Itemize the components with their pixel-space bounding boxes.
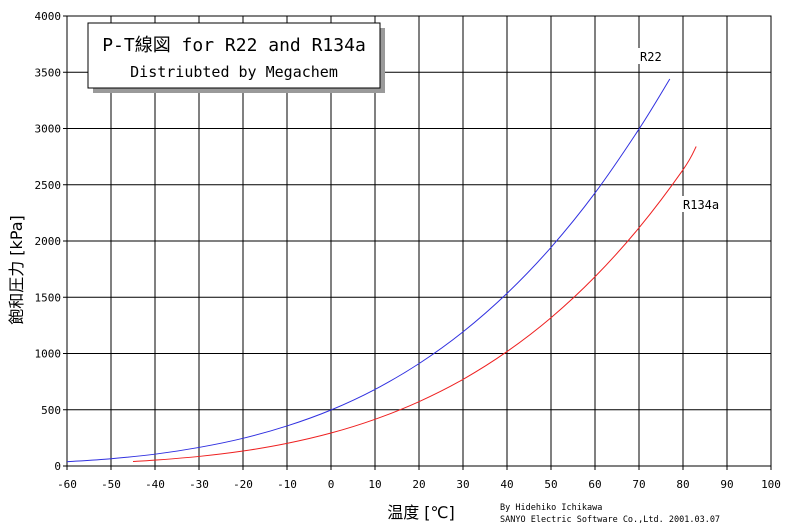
series-line-r22 bbox=[66, 78, 671, 463]
x-tick-label: 10 bbox=[368, 478, 381, 491]
x-tick-label: 90 bbox=[720, 478, 733, 491]
x-tick-label: 0 bbox=[328, 478, 335, 491]
series-layer bbox=[66, 78, 697, 463]
series-label-r22: R22 bbox=[640, 50, 662, 64]
y-tick-label: 0 bbox=[54, 460, 61, 473]
y-tick-label: 500 bbox=[41, 404, 61, 417]
credit-author: By Hidehiko Ichikawa bbox=[500, 503, 602, 513]
y-tick-label: 3500 bbox=[35, 66, 62, 79]
plot-frame bbox=[66, 15, 772, 467]
y-tick-label: 4000 bbox=[35, 10, 62, 23]
chart-subtitle: Distriubted by Megachem bbox=[130, 63, 338, 81]
x-tick-label: -50 bbox=[101, 478, 121, 491]
x-tick-label: 80 bbox=[676, 478, 689, 491]
series-label-r134a: R134a bbox=[683, 198, 719, 212]
title-box: P-T線図 for R22 and R134a Distriubted by M… bbox=[87, 22, 385, 93]
series-line-r134a bbox=[132, 146, 697, 462]
y-tick-label: 3000 bbox=[35, 123, 62, 136]
credit-company: SANYO Electric Software Co.,Ltd. 2001.03… bbox=[500, 515, 720, 525]
x-tick-label: 50 bbox=[544, 478, 557, 491]
x-tick-label: -20 bbox=[233, 478, 253, 491]
y-tick-label: 1500 bbox=[35, 291, 62, 304]
x-tick-labels: -60 -50 -40 -30 -20 -10 0 10 20 30 40 50 60 70 80 90 100 bbox=[57, 478, 781, 491]
chart-title: P-T線図 for R22 and R134a bbox=[102, 35, 366, 56]
x-tick-label: -30 bbox=[189, 478, 209, 491]
x-tick-label: -10 bbox=[277, 478, 297, 491]
x-tick-label: -60 bbox=[57, 478, 77, 491]
x-tick-label: 30 bbox=[456, 478, 469, 491]
x-tick-label: 40 bbox=[500, 478, 513, 491]
y-tick-label: 2000 bbox=[35, 235, 62, 248]
x-tick-label: 70 bbox=[632, 478, 645, 491]
x-tick-label: 60 bbox=[588, 478, 601, 491]
x-tick-label: 100 bbox=[761, 478, 781, 491]
y-tick-labels: 0 500 1000 1500 2000 2500 3000 3500 4000 bbox=[35, 10, 62, 473]
x-axis-title: 温度 [℃] bbox=[387, 503, 455, 522]
y-axis-title: 飽和圧力 [kPa] bbox=[7, 215, 26, 325]
x-tick-label: -40 bbox=[145, 478, 165, 491]
y-tick-label: 1000 bbox=[35, 348, 62, 361]
x-tick-label: 20 bbox=[412, 478, 425, 491]
y-tick-label: 2500 bbox=[35, 179, 62, 192]
